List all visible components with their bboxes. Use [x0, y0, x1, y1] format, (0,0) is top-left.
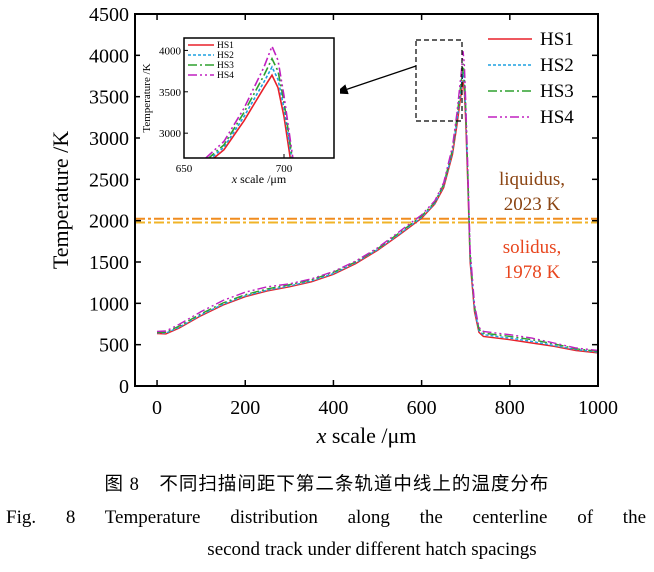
inset-plot: 650 700 3000 3500 4000 x scale /μm Temperature…: [140, 30, 340, 190]
x-tick-label: 800: [495, 397, 525, 419]
annotation-1-line-1: liquidus,: [499, 169, 565, 190]
temperature-chart: 0 200 400 600 800 1000 0 500 1000 1500 2000 2500 300…: [48, 4, 618, 448]
y-axis-label: Temperature /K: [48, 131, 73, 269]
zoom-region-box: [415, 39, 463, 122]
inset-legend-label-hs3: HS3: [217, 61, 234, 71]
zoom-arrow: [334, 65, 417, 95]
annotation-2-line-2: 1978 K: [504, 262, 561, 283]
y-tick-label: 2000: [89, 211, 129, 233]
x-axis-label-rest: scale /μm: [326, 423, 416, 448]
inset-frame: [183, 37, 335, 159]
annotation-2-line-1: solidus,: [503, 237, 562, 258]
y-tick-label: 3500: [89, 87, 129, 109]
inset-legend-label-hs4: HS4: [217, 71, 234, 81]
main-plot: 0 200 400 600 800 1000 0 500 1000 1500 2000 2500 300…: [48, 4, 618, 448]
inset-x-axis-label: x scale /μm: [231, 172, 287, 186]
y-tick-label: 1500: [89, 252, 129, 274]
series-group: [156, 51, 598, 354]
plot-frame: [134, 13, 599, 387]
x-tick-label: 600: [407, 397, 437, 419]
y-tick-label: 500: [99, 335, 129, 357]
x-axis-label: x scale /μm: [316, 423, 417, 448]
x-tick-label: 1000: [578, 397, 618, 419]
inset-x-tick-label: 650: [176, 163, 193, 175]
legend-label-hs4: HS4: [540, 107, 574, 128]
x-tick-label: 200: [230, 397, 260, 419]
inset-x-axis-label-rest: scale /μm: [237, 172, 287, 186]
legend-label-hs1: HS1: [540, 29, 574, 50]
annotation-1-line-2: 2023 K: [504, 194, 561, 215]
inset-x-tick-label: 700: [276, 163, 293, 175]
y-tick-label: 1000: [89, 293, 129, 315]
y-tick-label: 4000: [89, 45, 129, 67]
y-tick-label: 2500: [89, 169, 129, 191]
x-tick-label: 400: [318, 397, 348, 419]
inset-background: [140, 30, 340, 190]
y-tick-label: 4500: [89, 4, 129, 26]
inset-x-axis-label-var: x: [231, 172, 238, 186]
inset-y-tick-label: 3000: [159, 128, 182, 140]
inset-y-axis-label: Temperature /K: [141, 63, 153, 132]
caption-chinese: 图 8 不同扫描间距下第二条轨道中线上的温度分布: [104, 475, 550, 495]
inset-y-tick-label: 4000: [159, 45, 182, 57]
y-tick-label: 0: [119, 376, 129, 398]
caption-english-line2: second track under different hatch spaci…: [207, 539, 537, 560]
inset-legend-label-hs1: HS1: [217, 41, 234, 51]
series-line-hs2: [156, 71, 598, 353]
x-axis-label-var: x: [316, 423, 327, 448]
caption-english-line1: Fig. 8 Temperature distribution along th…: [6, 507, 646, 528]
legend-label-hs2: HS2: [540, 55, 574, 76]
legend-label-hs3: HS3: [540, 81, 574, 102]
x-tick-label: 0: [152, 397, 162, 419]
inset-y-tick-label: 3500: [159, 87, 182, 99]
y-tick-label: 3000: [89, 128, 129, 150]
series-line-hs4: [156, 51, 598, 352]
inset-legend-label-hs2: HS2: [217, 51, 234, 61]
